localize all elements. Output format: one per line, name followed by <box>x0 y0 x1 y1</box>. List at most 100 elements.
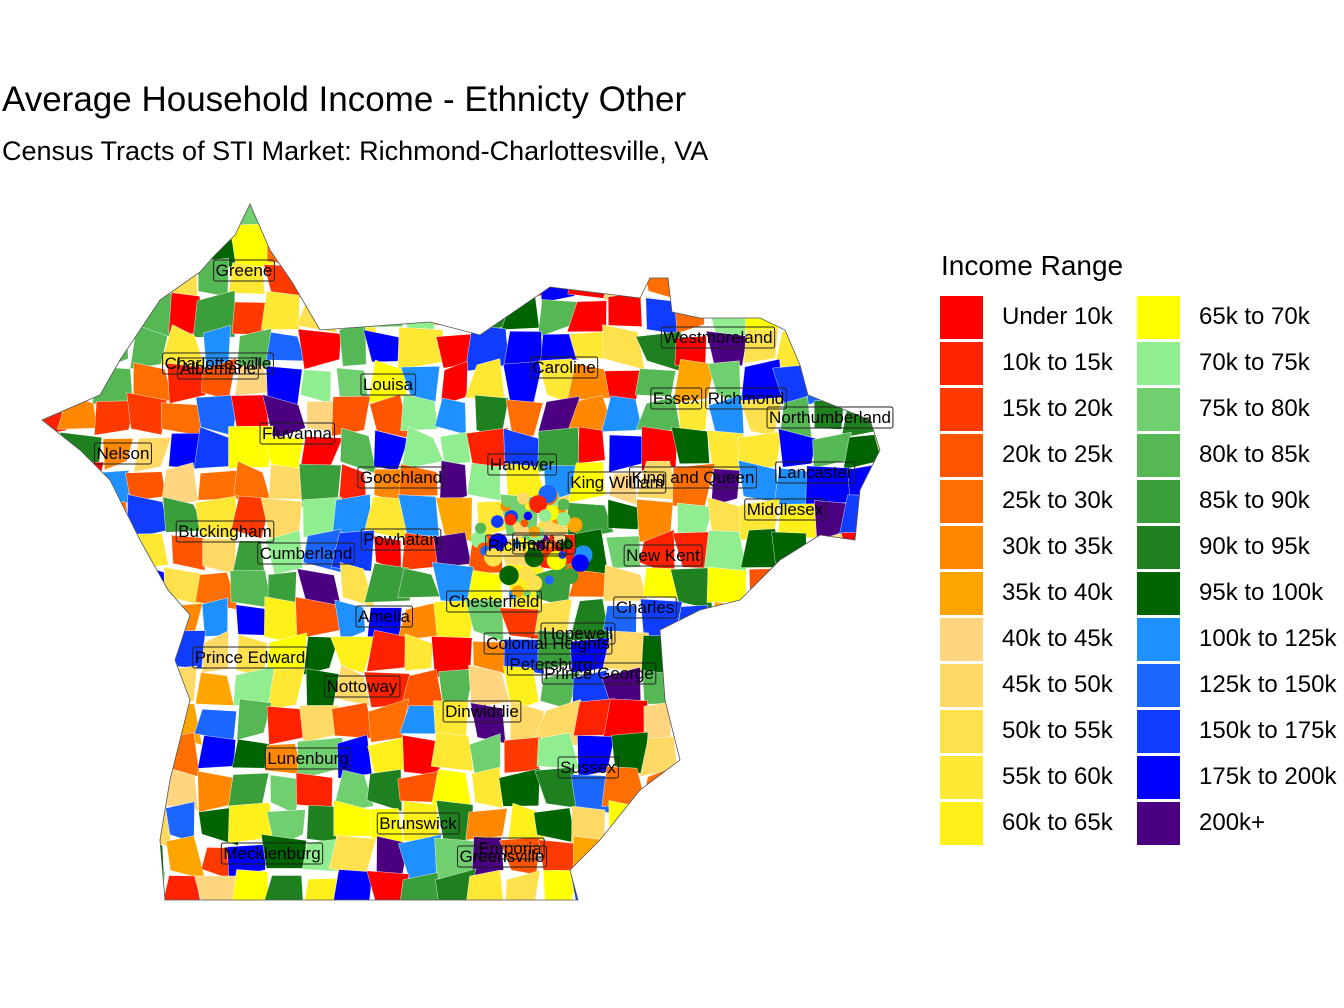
census-tract <box>672 872 715 900</box>
census-tract <box>93 564 137 604</box>
county-name: Northumberland <box>769 408 891 427</box>
census-tract <box>601 223 640 258</box>
census-tract <box>58 633 99 672</box>
census-tract <box>538 509 552 522</box>
county-label-box <box>213 259 275 282</box>
county-name: Greensville <box>459 847 544 866</box>
county-label: Essex <box>650 387 703 410</box>
census-tract <box>65 293 102 334</box>
census-tract <box>842 204 877 232</box>
county-label-box <box>766 406 894 429</box>
census-tract <box>846 671 878 711</box>
legend-item: 25k to 30k <box>940 478 1137 524</box>
census-tract <box>776 221 820 263</box>
county-label-box <box>650 387 703 410</box>
legend-label: 50k to 55k <box>1002 717 1113 744</box>
county-name: Charlottesville <box>165 354 272 373</box>
census-tract <box>873 433 880 471</box>
census-tract <box>57 394 98 430</box>
county-label-box <box>360 528 442 551</box>
census-tract <box>64 204 101 233</box>
census-tract <box>130 737 166 779</box>
county-name: Fluvanna <box>262 424 332 443</box>
census-tract <box>807 907 848 947</box>
county-name: Middlesex <box>747 500 824 519</box>
census-tract <box>102 438 134 471</box>
census-tract <box>875 567 880 609</box>
census-tract <box>401 426 444 470</box>
census-tract <box>810 873 850 900</box>
census-tract <box>168 432 204 470</box>
census-tract <box>125 766 172 812</box>
census-tract <box>706 566 747 603</box>
legend-swatch <box>1137 341 1180 385</box>
census-tract <box>510 223 547 268</box>
census-tract <box>295 772 333 808</box>
county-name: Cumberland <box>260 544 353 563</box>
census-tract <box>772 629 819 671</box>
legend-label: 20k to 25k <box>1002 441 1113 468</box>
census-tract <box>374 223 407 265</box>
legend-swatch <box>940 617 983 661</box>
census-tract <box>42 289 59 332</box>
census-tract <box>605 535 641 569</box>
census-tract <box>813 532 847 577</box>
county-name: Petersburg <box>509 655 592 674</box>
census-tract <box>131 226 168 265</box>
legend-swatch <box>1137 387 1180 431</box>
census-tract <box>706 867 749 900</box>
census-tract <box>672 907 710 944</box>
county-label: Caroline <box>529 356 599 379</box>
county-name: Henrico <box>515 534 574 553</box>
county-label: Chesterfield <box>446 590 542 613</box>
census-tract <box>844 836 880 882</box>
census-tract <box>341 221 366 266</box>
census-tract <box>707 223 745 262</box>
census-tract <box>69 500 106 540</box>
census-tract <box>362 293 404 328</box>
census-tract <box>780 261 812 298</box>
census-tract <box>499 204 537 234</box>
census-tract <box>807 701 845 744</box>
census-tract <box>841 632 880 678</box>
legend-label: 70k to 75k <box>1199 349 1310 376</box>
census-tract <box>807 267 847 298</box>
census-tract <box>439 256 478 300</box>
legend-item: 90k to 95k <box>1137 524 1334 570</box>
census-tract <box>839 702 880 746</box>
census-tract <box>42 430 63 473</box>
census-tract <box>466 462 501 501</box>
legend-swatch <box>940 571 983 615</box>
legend-item: 20k to 25k <box>940 432 1137 478</box>
legend-swatch <box>940 663 983 707</box>
legend-label: 10k to 15k <box>1002 349 1113 376</box>
census-tract <box>605 908 648 949</box>
census-tract <box>778 603 819 641</box>
census-tract <box>469 906 507 949</box>
census-tract <box>737 633 778 669</box>
census-tract <box>57 327 99 367</box>
county-label: Buckingham <box>175 520 275 543</box>
legend-item: 80k to 85k <box>1137 432 1334 478</box>
census-tract <box>330 529 375 572</box>
county-label: Petersburg <box>506 653 596 676</box>
census-tract <box>567 225 615 261</box>
census-tract <box>883 667 916 702</box>
census-tract <box>396 204 436 231</box>
census-tract <box>570 872 609 900</box>
census-tract <box>404 633 433 672</box>
county-name: Prince Edward <box>195 648 306 667</box>
county-name: Brunswick <box>379 814 457 833</box>
census-tract <box>195 672 235 706</box>
legend-label: 85k to 90k <box>1199 487 1310 514</box>
census-tract <box>679 768 709 812</box>
legend-item: 30k to 35k <box>940 524 1137 570</box>
census-tract <box>58 744 101 776</box>
census-tract <box>126 845 165 879</box>
census-tract <box>27 904 65 949</box>
census-tract <box>231 495 272 539</box>
census-tract <box>164 230 206 271</box>
legend-label: 15k to 20k <box>1002 395 1113 422</box>
census-tract <box>42 360 68 397</box>
county-label: Henrico <box>512 532 576 555</box>
